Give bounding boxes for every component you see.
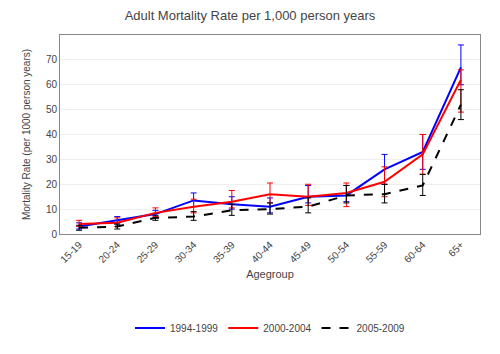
svg-text:Mortality Rate (per 1000 perso: Mortality Rate (per 1000 person years)	[21, 49, 32, 220]
svg-text:70: 70	[46, 54, 58, 65]
svg-text:2000-2004: 2000-2004	[263, 323, 311, 334]
svg-text:35-39: 35-39	[211, 239, 237, 265]
svg-text:20: 20	[46, 179, 58, 190]
svg-text:1994-1999: 1994-1999	[170, 323, 218, 334]
svg-text:50-54: 50-54	[325, 239, 351, 265]
svg-text:0: 0	[51, 229, 57, 240]
svg-text:40: 40	[46, 129, 58, 140]
svg-text:30-34: 30-34	[173, 239, 199, 265]
svg-text:2005-2009: 2005-2009	[357, 323, 405, 334]
svg-text:40-44: 40-44	[249, 239, 275, 265]
svg-text:Adult Mortality Rate per 1,000: Adult Mortality Rate per 1,000 person ye…	[125, 8, 376, 23]
svg-text:Agegroup: Agegroup	[246, 268, 294, 280]
svg-text:60-64: 60-64	[402, 239, 428, 265]
svg-text:15-19: 15-19	[58, 239, 84, 265]
svg-text:55-59: 55-59	[364, 239, 390, 265]
svg-text:65+: 65+	[446, 239, 466, 259]
svg-text:45-49: 45-49	[287, 239, 313, 265]
svg-text:30: 30	[46, 154, 58, 165]
svg-text:10: 10	[46, 204, 58, 215]
svg-text:25-29: 25-29	[135, 239, 161, 265]
svg-text:20-24: 20-24	[96, 239, 122, 265]
svg-text:50: 50	[46, 104, 58, 115]
svg-text:60: 60	[46, 79, 58, 90]
